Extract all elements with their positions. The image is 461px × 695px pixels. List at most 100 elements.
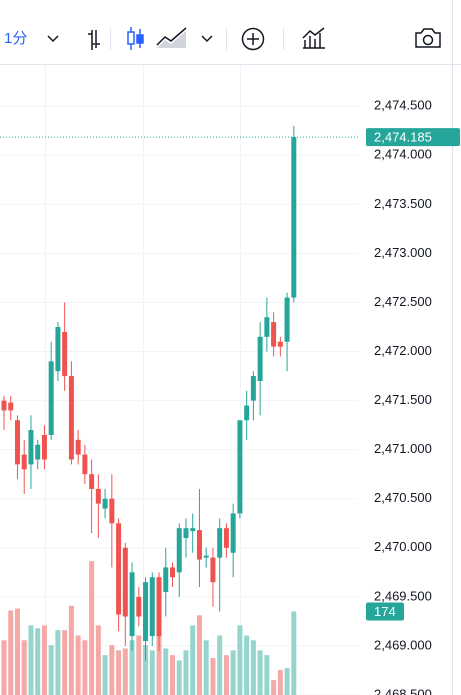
bar-style-button[interactable] bbox=[88, 30, 100, 50]
interval-button[interactable]: 1分 bbox=[4, 30, 27, 47]
candle-body bbox=[196, 530, 202, 560]
volume-bar bbox=[95, 625, 101, 695]
volume-bar bbox=[244, 635, 250, 695]
y-tick-label: 2,472.500 bbox=[374, 294, 432, 309]
volume-bar bbox=[82, 640, 88, 695]
volume-bar bbox=[176, 660, 182, 695]
volume-bar bbox=[284, 668, 290, 695]
last-volume-label: 174 bbox=[374, 604, 396, 619]
volume-bar bbox=[62, 630, 68, 695]
volume-bar bbox=[170, 655, 175, 695]
volume-bar bbox=[223, 655, 229, 695]
volume-bar bbox=[89, 561, 95, 695]
area-style-button[interactable] bbox=[156, 27, 187, 48]
volume-bar bbox=[122, 648, 128, 695]
y-tick-label: 2,471.000 bbox=[374, 441, 432, 456]
candle-body bbox=[210, 557, 216, 583]
candle-body bbox=[68, 376, 74, 460]
y-tick-label: 2,471.500 bbox=[374, 392, 432, 407]
candle-style-button[interactable] bbox=[127, 27, 144, 50]
candle-body bbox=[264, 317, 270, 337]
y-tick-label: 2,470.000 bbox=[374, 539, 432, 554]
candle-body bbox=[244, 405, 250, 421]
volume-bar bbox=[203, 640, 209, 695]
candle-body bbox=[163, 567, 169, 592]
candle-body bbox=[122, 547, 128, 617]
volume-bar bbox=[196, 615, 202, 695]
candle-body bbox=[143, 582, 149, 642]
volume-bar bbox=[291, 611, 297, 695]
candle-body bbox=[230, 513, 236, 553]
y-tick-label: 2,469.500 bbox=[374, 588, 432, 603]
candle-body bbox=[41, 434, 47, 460]
volume-bar bbox=[41, 625, 47, 695]
volume-bar bbox=[109, 645, 115, 695]
candle-body bbox=[35, 444, 41, 460]
candle-body bbox=[217, 528, 223, 558]
candle-body bbox=[1, 400, 7, 411]
last-volume-box bbox=[366, 602, 404, 621]
volume-bar bbox=[143, 645, 149, 695]
style-dropdown[interactable] bbox=[201, 35, 213, 43]
volume-bar bbox=[149, 650, 155, 695]
y-tick-label: 2,474.000 bbox=[374, 147, 432, 162]
volume-bar bbox=[55, 630, 61, 695]
candle-body bbox=[190, 528, 196, 532]
volume-bar bbox=[116, 650, 122, 695]
y-tick-label: 2,474.500 bbox=[374, 98, 432, 113]
compare-button[interactable] bbox=[241, 27, 265, 51]
candle-body bbox=[203, 555, 209, 558]
volume-bar bbox=[48, 645, 54, 695]
candle-body bbox=[284, 297, 290, 342]
candle-body bbox=[21, 454, 27, 470]
volume-bar bbox=[264, 655, 270, 695]
volume-bar bbox=[102, 655, 108, 695]
volume-bar bbox=[190, 625, 196, 695]
candle-body bbox=[14, 420, 20, 465]
candle-body bbox=[170, 567, 175, 578]
candle-body bbox=[136, 596, 142, 617]
candle-body bbox=[129, 572, 135, 637]
candle-body bbox=[62, 331, 68, 377]
y-tick-label: 2,468.500 bbox=[374, 686, 432, 695]
candle-body bbox=[149, 577, 155, 637]
volume-bar bbox=[75, 635, 81, 695]
volume-bar bbox=[217, 635, 223, 695]
volume-bar bbox=[271, 680, 277, 695]
candle-body bbox=[156, 577, 162, 637]
volume-bar bbox=[210, 658, 216, 695]
candle-body bbox=[8, 402, 14, 411]
y-tick-label: 2,473.500 bbox=[374, 196, 432, 211]
candle-body bbox=[55, 327, 61, 372]
candle-body bbox=[176, 528, 182, 573]
volume-bar bbox=[35, 628, 41, 695]
volume-bar bbox=[183, 650, 189, 695]
volume-bar bbox=[230, 650, 236, 695]
y-tick-label: 2,473.000 bbox=[374, 245, 432, 260]
candle-body bbox=[82, 454, 88, 475]
candle-body bbox=[109, 498, 115, 524]
volume-bar bbox=[163, 648, 169, 695]
y-tick-label: 2,472.000 bbox=[374, 343, 432, 358]
volume-bar bbox=[250, 640, 256, 695]
y-tick-label: 2,470.500 bbox=[374, 490, 432, 505]
volume-bar bbox=[257, 650, 263, 695]
candle-body bbox=[223, 528, 229, 548]
candle-body bbox=[257, 336, 263, 381]
volume-bar bbox=[68, 605, 74, 695]
volume-bar bbox=[136, 635, 142, 695]
y-tick-label: 2,469.000 bbox=[374, 637, 432, 652]
indicators-button[interactable] bbox=[302, 27, 325, 49]
screenshot-button[interactable] bbox=[415, 28, 441, 48]
candle-body bbox=[183, 528, 189, 538]
interval-dropdown[interactable] bbox=[47, 35, 59, 43]
volume-bar bbox=[129, 640, 135, 695]
volume-bar bbox=[237, 625, 243, 695]
volume-bar bbox=[21, 640, 27, 695]
candle-body bbox=[277, 341, 283, 347]
candle-body bbox=[102, 498, 108, 509]
